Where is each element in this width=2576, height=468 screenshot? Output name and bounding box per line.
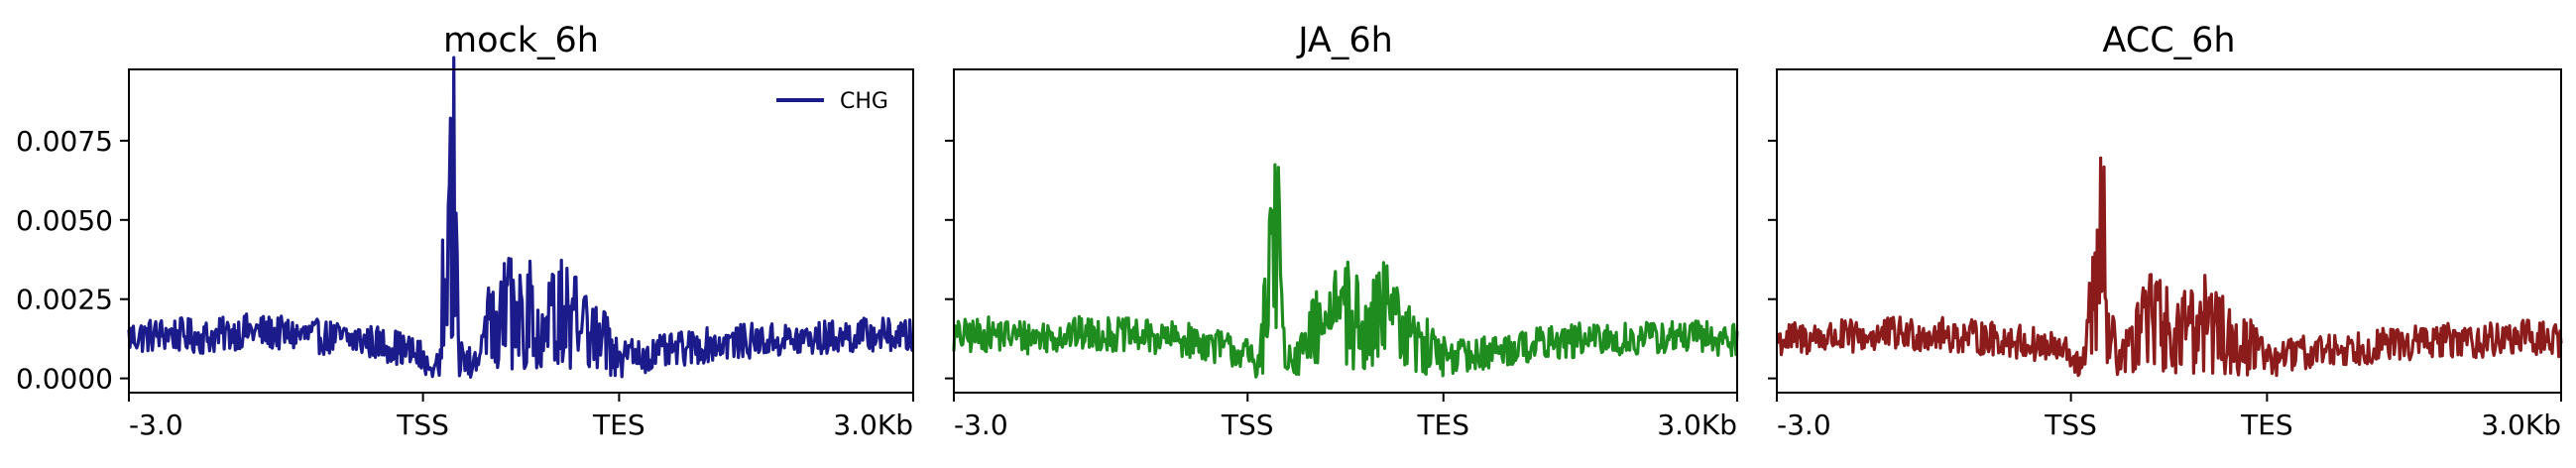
x-tick-label: TSS bbox=[2044, 409, 2097, 441]
legend-label: CHG bbox=[840, 89, 888, 114]
panel-title: mock_6h bbox=[443, 21, 599, 60]
panel-title: JA_6h bbox=[1296, 21, 1393, 60]
x-tick-label: 3.0Kb bbox=[1657, 409, 1737, 441]
y-tick-label: 0.0025 bbox=[16, 284, 113, 316]
x-tick-label: 3.0Kb bbox=[833, 409, 913, 441]
plot-frame bbox=[953, 68, 1738, 394]
y-tick-label: 0.0075 bbox=[16, 125, 113, 158]
panel-mock-6h: mock_6h 0.0000 0.0025 0.0050 0.0075 -3.0 TSS TE… bbox=[16, 21, 915, 441]
y-tick-label: 0.0000 bbox=[16, 363, 113, 396]
x-tick-label: TES bbox=[592, 409, 645, 441]
x-tick-label: -3.0 bbox=[954, 409, 1008, 441]
plot-frame bbox=[1776, 68, 2562, 394]
x-tick-label: 3.0Kb bbox=[2481, 409, 2561, 441]
panel-acc-6h: ACC_6h -3.0 TSS TES 3.0Kb bbox=[1768, 21, 2563, 441]
series-line bbox=[1775, 156, 2563, 378]
series-line bbox=[127, 56, 915, 379]
x-tick-label: TES bbox=[1416, 409, 1469, 441]
x-tick-label: TSS bbox=[1221, 409, 1274, 441]
panel-title: ACC_6h bbox=[2102, 21, 2235, 60]
x-tick-label: -3.0 bbox=[129, 409, 183, 441]
panel-ja-6h: JA_6h -3.0 TSS TES 3.0Kb bbox=[945, 21, 1739, 441]
x-tick-label: -3.0 bbox=[1777, 409, 1831, 441]
plot-frame bbox=[128, 68, 914, 394]
series-line bbox=[952, 163, 1739, 379]
y-tick-label: 0.0050 bbox=[16, 204, 113, 237]
x-tick-label: TES bbox=[2240, 409, 2293, 441]
x-tick-label: TSS bbox=[396, 409, 449, 441]
